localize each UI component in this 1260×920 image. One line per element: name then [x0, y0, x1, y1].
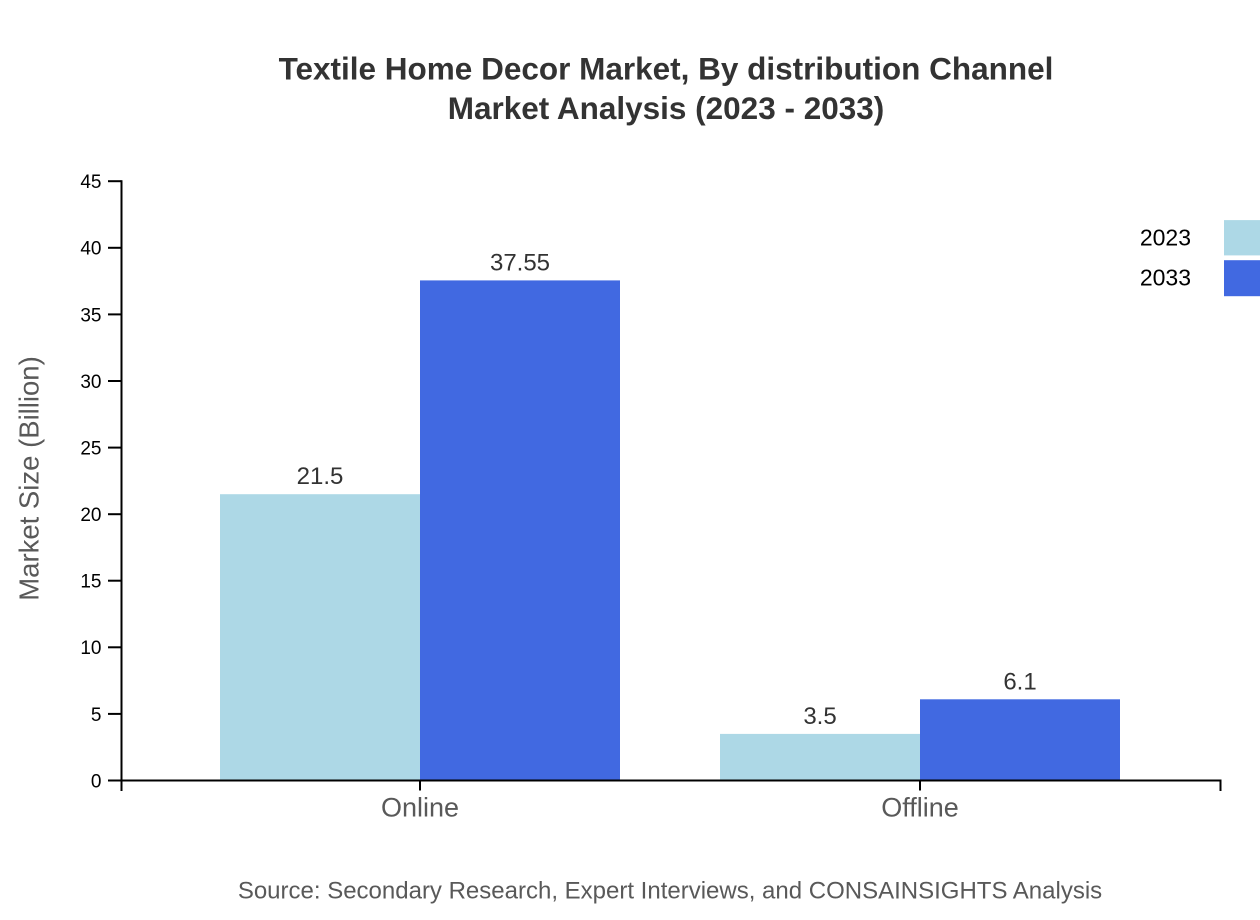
svg-text:35: 35	[80, 305, 101, 326]
svg-text:30: 30	[80, 372, 101, 393]
svg-text:3.5: 3.5	[803, 703, 836, 730]
svg-text:10: 10	[80, 638, 101, 659]
svg-text:20: 20	[80, 505, 101, 526]
svg-text:25: 25	[80, 439, 101, 460]
svg-text:37.55: 37.55	[490, 249, 550, 276]
svg-text:2023: 2023	[1140, 224, 1191, 250]
svg-text:Textile Home Decor Market, By: Textile Home Decor Market, By distributi…	[279, 50, 1054, 86]
svg-text:15: 15	[80, 572, 101, 593]
svg-text:Offline: Offline	[881, 793, 959, 823]
svg-text:5: 5	[91, 705, 102, 726]
svg-text:Market Size (Billion): Market Size (Billion)	[14, 356, 45, 601]
svg-text:Source: Secondary Research, Ex: Source: Secondary Research, Expert Inter…	[238, 878, 1102, 905]
svg-text:Market Analysis (2023 - 2033): Market Analysis (2023 - 2033)	[448, 90, 885, 126]
svg-text:21.5: 21.5	[297, 463, 344, 490]
svg-text:40: 40	[80, 239, 101, 260]
svg-text:0: 0	[91, 771, 102, 792]
svg-text:Online: Online	[381, 793, 459, 823]
svg-text:45: 45	[80, 172, 101, 193]
svg-text:6.1: 6.1	[1003, 668, 1036, 695]
svg-text:2033: 2033	[1140, 264, 1191, 290]
